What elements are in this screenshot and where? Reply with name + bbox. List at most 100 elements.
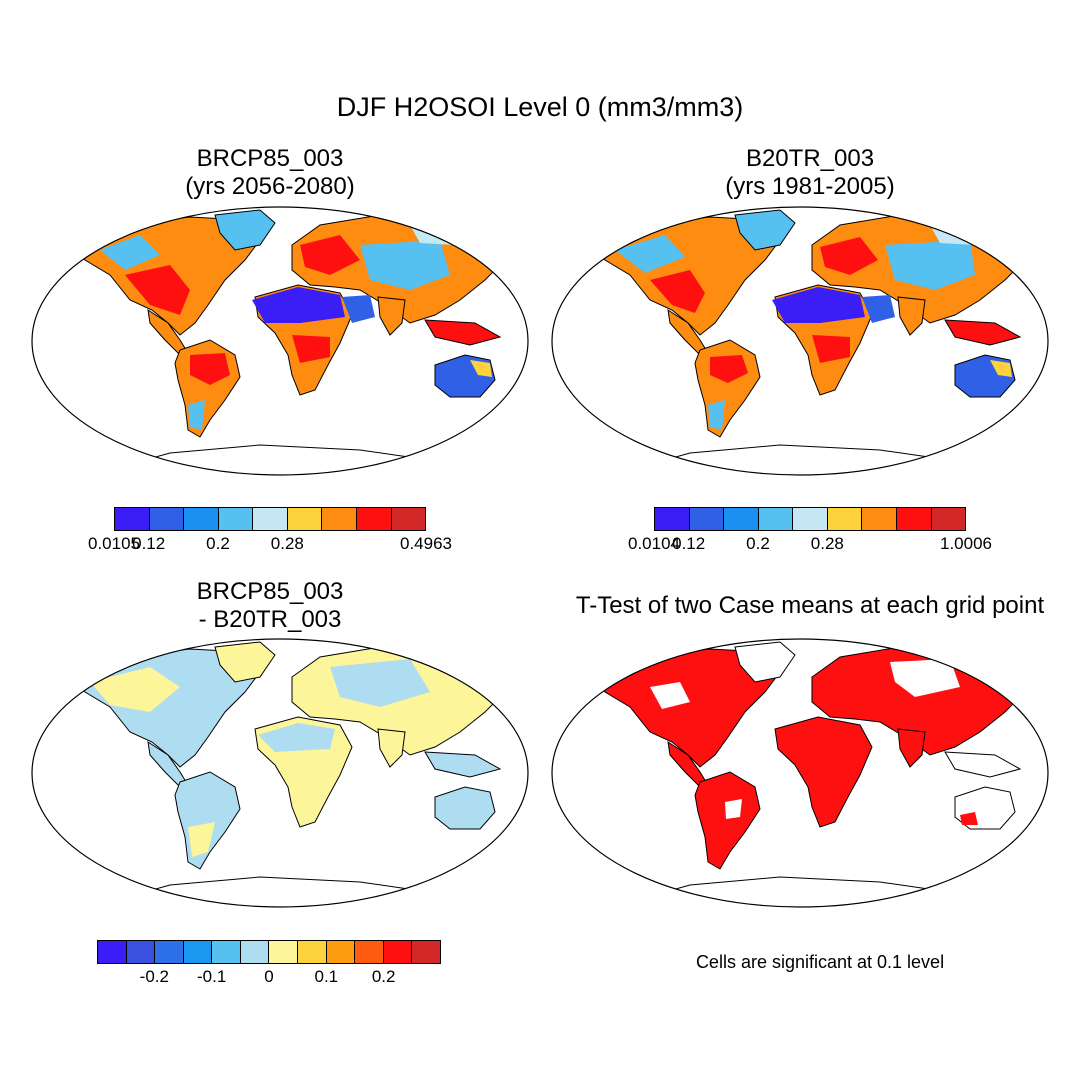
cb3-swatch: [269, 941, 299, 963]
australia-moist-patch: [470, 360, 492, 377]
cb1-swatch: [322, 508, 357, 530]
world-map-difference: [69, 641, 506, 907]
cb3-swatch: [412, 941, 440, 963]
cb2-label: 0.12: [672, 534, 706, 553]
cb2-swatch: [793, 508, 828, 530]
cb3-swatch: [298, 941, 327, 963]
sahara-desert: [772, 287, 865, 323]
cb2-label: 1.0006: [940, 534, 992, 553]
india-region: [377, 728, 406, 768]
cb2-swatch: [758, 508, 794, 530]
south-america-dry-patch: [708, 400, 725, 430]
africa-wet-patch: [292, 335, 330, 363]
colorbar-difference: -0.2 -0.1 0 0.1 0.2: [97, 940, 441, 990]
cb2-swatch: [655, 508, 690, 530]
map-border: [551, 206, 1049, 476]
cb1-swatch: [218, 508, 254, 530]
panel-3-case-name: BRCP85_003: [196, 578, 344, 605]
south-america-positive-patch: [188, 822, 215, 857]
arabia-desert: [862, 295, 895, 323]
southeast-asia-islands: [944, 319, 1022, 346]
north-america-dry-patch: [100, 235, 160, 270]
north-america-wet-patch: [650, 270, 705, 313]
australia-moist-patch: [990, 360, 1012, 377]
antarctica-outline: [114, 876, 461, 907]
panel-1-title: BRCP85_003 (yrs 2056-2080): [40, 145, 500, 201]
map-panel-difference: [31, 638, 529, 908]
panel-1-years: (yrs 2056-2080): [185, 173, 355, 200]
cb3-swatch: [383, 941, 413, 963]
southeast-asia-islands: [424, 751, 502, 778]
india-region: [897, 728, 926, 768]
eurasia-wet-patch: [300, 235, 360, 275]
panel-3-title: BRCP85_003 - B20TR_003: [40, 578, 500, 634]
south-america-nonsignificant: [725, 799, 742, 819]
cb1-swatch: [287, 508, 323, 530]
world-map-significance: [589, 641, 1026, 907]
cb1-label: 0.0105: [88, 534, 140, 553]
eurasia-negative-patch: [330, 659, 430, 707]
cb3-swatch: [355, 941, 384, 963]
panel-2-title: B20TR_003 (yrs 1981-2005): [580, 145, 1040, 201]
india-region: [897, 296, 926, 336]
panel-2-case-name: B20TR_003: [745, 145, 875, 172]
significance-note: Cells are significant at 0.1 level: [695, 952, 945, 972]
north-america-positive-patch: [90, 667, 180, 712]
australia-significant-patch: [960, 812, 978, 825]
panel-4-title: T-Test of two Case means at each grid po…: [575, 592, 1045, 619]
arabia-desert: [342, 295, 375, 323]
world-map-historical: [589, 209, 1026, 475]
cb2-swatch: [827, 508, 863, 530]
north-america-wet-patch: [125, 265, 190, 315]
cb2-label: 0.28: [810, 534, 844, 553]
cb2-swatch: [724, 508, 759, 530]
eurasia-dry-patch: [885, 240, 975, 290]
cb1-label: 0.12: [132, 534, 166, 553]
cb3-label: 0.2: [371, 967, 396, 986]
greenland-region: [214, 641, 276, 683]
southeast-asia-islands: [944, 751, 1022, 778]
greenland-region: [214, 209, 276, 251]
cb3-swatch: [126, 941, 156, 963]
cb1-strip: [114, 507, 426, 531]
australia-region: [434, 786, 496, 830]
map-panel-future: [31, 206, 529, 476]
map-border: [31, 638, 529, 908]
cb3-strip: [97, 940, 441, 964]
world-map-future: [69, 209, 506, 475]
cb2-strip: [654, 507, 966, 531]
south-america-region: [174, 771, 241, 870]
south-america-significant: [694, 771, 761, 870]
cb1-swatch: [391, 508, 426, 530]
sahara-negative-patch: [258, 723, 335, 752]
antarctica-outline: [634, 444, 981, 475]
cb1-swatch: [253, 508, 288, 530]
south-america-dry-patch: [188, 400, 205, 430]
cb1-swatch: [184, 508, 219, 530]
cb2-swatch: [862, 508, 897, 530]
antarctica-outline: [114, 444, 461, 475]
figure-title: DJF H2OSOI Level 0 (mm3/mm3): [336, 92, 744, 122]
map-panel-historical: [551, 206, 1049, 476]
cb3-swatch: [326, 941, 356, 963]
eurasia-dry-patch: [360, 240, 450, 290]
africa-significant: [774, 716, 873, 828]
map-panel-ttest: [551, 638, 1049, 908]
north-america-dry-patch: [615, 235, 685, 273]
north-america-nonsignificant: [650, 682, 690, 709]
cb1-label: 0.4963: [400, 534, 452, 553]
cb2-label: 0.0104: [628, 534, 680, 553]
cb3-swatch: [240, 941, 270, 963]
cb3-label: -0.2: [139, 967, 169, 986]
map-border: [31, 206, 529, 476]
greenland-region: [734, 641, 796, 683]
south-america-wet-patch: [710, 355, 748, 383]
cb3-label: -0.1: [197, 967, 227, 986]
cb1-swatch: [115, 508, 150, 530]
cb1-swatch: [149, 508, 185, 530]
eurasia-nonsignificant: [890, 659, 960, 697]
cb1-swatch: [356, 508, 392, 530]
cb3-swatch: [155, 941, 184, 963]
cb1-label: 0.2: [206, 534, 230, 553]
cb3-label: 0.1: [314, 967, 339, 986]
